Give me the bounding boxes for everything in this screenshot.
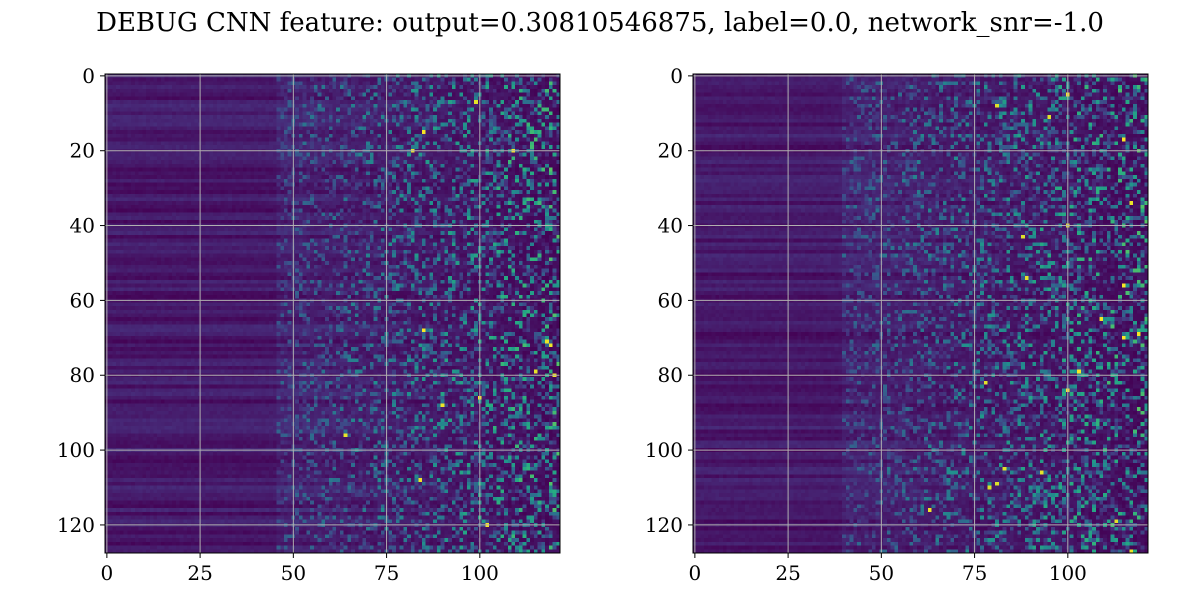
x-tick-label: 75 <box>962 561 987 585</box>
x-tick-label: 25 <box>775 561 800 585</box>
heatmap-panel-left: 0 25 50 75 100 0 20 40 60 80 100 120 <box>57 64 561 585</box>
x-tick-label: 50 <box>281 561 306 585</box>
x-tick-label: 75 <box>374 561 399 585</box>
y-tick-label: 60 <box>70 288 95 312</box>
heatmap-panel-right: 0 25 50 75 100 0 20 40 60 80 100 120 <box>645 64 1149 585</box>
x-tick-label: 50 <box>869 561 894 585</box>
figure-title: DEBUG CNN feature: output=0.30810546875,… <box>96 8 1104 38</box>
y-tick-label: 100 <box>57 438 95 462</box>
y-tick-label: 40 <box>70 214 95 238</box>
y-tick-label: 20 <box>658 139 683 163</box>
heatmap-cells <box>105 74 560 553</box>
x-tick-label: 100 <box>461 561 499 585</box>
y-tick-label: 40 <box>658 214 683 238</box>
y-tick-label: 100 <box>645 438 683 462</box>
y-tick-label: 80 <box>70 363 95 387</box>
y-tick-label: 20 <box>70 139 95 163</box>
y-tick-label: 80 <box>658 363 683 387</box>
y-tick-label: 60 <box>658 288 683 312</box>
y-tick-label: 120 <box>57 513 95 537</box>
x-tick-label: 0 <box>100 561 113 585</box>
y-tick-label: 0 <box>82 64 95 88</box>
y-tick-label: 120 <box>645 513 683 537</box>
heatmap-cells <box>693 74 1148 553</box>
x-tick-label: 100 <box>1049 561 1087 585</box>
x-tick-label: 25 <box>187 561 212 585</box>
axes-frame <box>692 73 1149 554</box>
axes-frame <box>104 73 561 554</box>
x-tick-label: 0 <box>688 561 701 585</box>
y-tick-label: 0 <box>670 64 683 88</box>
